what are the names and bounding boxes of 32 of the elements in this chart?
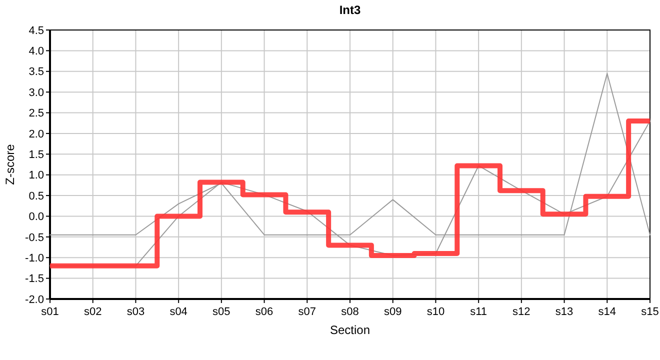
y-tick-label: 1.0 <box>28 170 44 182</box>
y-tick-label: -0.5 <box>25 232 44 244</box>
y-tick-label: 4.5 <box>28 24 44 37</box>
y-tick-label: -1.0 <box>25 252 44 264</box>
x-tick-label: s11 <box>470 306 488 318</box>
y-tick-label: 0.5 <box>28 190 44 202</box>
x-tick-label: s03 <box>126 306 145 318</box>
x-tick-label: s13 <box>555 306 574 318</box>
x-tick-label: s04 <box>170 306 188 318</box>
y-tick-label: 3.5 <box>28 66 44 78</box>
chart-title: Int3 <box>339 3 361 17</box>
x-tick-label: s10 <box>426 306 445 318</box>
y-tick-label: -2.0 <box>25 294 44 306</box>
x-tick-label: s09 <box>384 306 402 318</box>
x-tick-label: s05 <box>212 306 230 318</box>
y-tick-label: 1.5 <box>28 149 44 162</box>
y-tick-label: 3.0 <box>28 86 44 99</box>
x-tick-label: s08 <box>341 306 359 318</box>
y-tick-label: -1.5 <box>25 273 44 286</box>
x-tick-label: s15 <box>641 306 659 318</box>
y-tick-label: 4.0 <box>28 46 44 58</box>
x-tick-label: s14 <box>598 306 616 318</box>
x-tick-label: s02 <box>84 306 102 318</box>
x-tick-label: s01 <box>41 306 59 318</box>
x-axis-title: Section <box>330 323 370 337</box>
y-axis-title: Z-score <box>3 144 17 185</box>
x-tick-label: s06 <box>255 306 274 318</box>
y-tick-label: 2.5 <box>28 108 44 120</box>
x-tick-label: s12 <box>512 306 530 318</box>
y-tick-label: 0.0 <box>28 211 44 224</box>
x-tick-label: s07 <box>298 306 316 318</box>
y-tick-label: 2.0 <box>28 128 44 140</box>
